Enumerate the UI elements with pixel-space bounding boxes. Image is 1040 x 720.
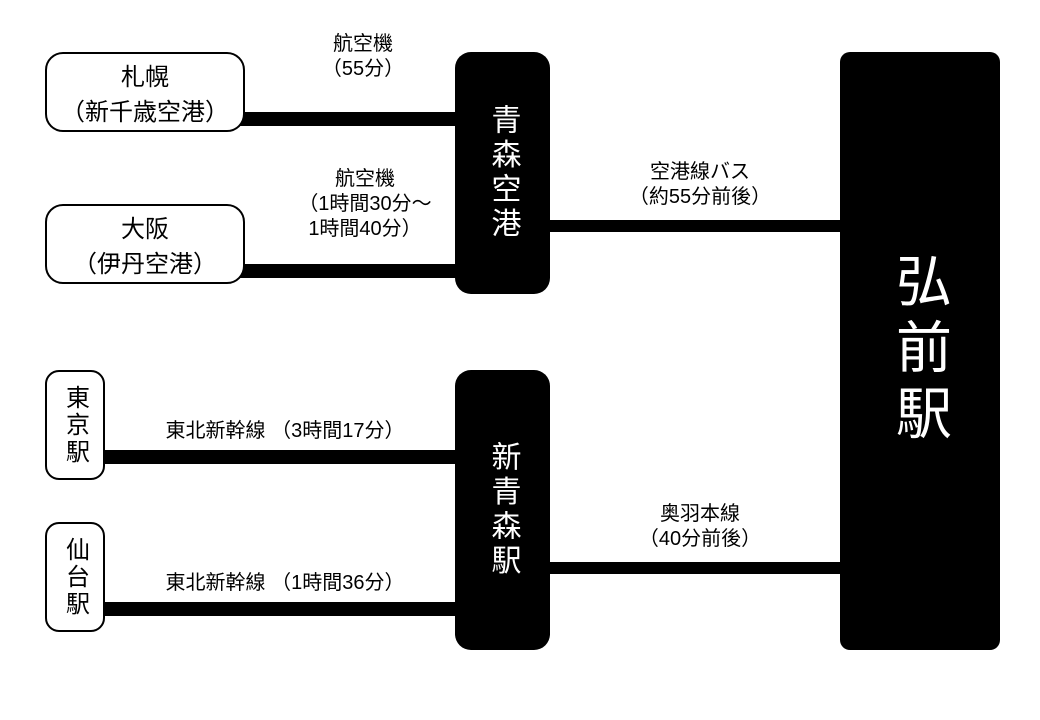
- node-sendai: 仙台駅: [45, 522, 105, 632]
- edge-label-airport-bus: 空港線バス （約55分前後）: [600, 160, 800, 210]
- node-aomori-airport: 青森空港: [455, 52, 550, 294]
- edge-label-tokyo: 東北新幹線 （3時間17分）: [115, 419, 455, 444]
- node-osaka-line1: 大阪: [73, 209, 217, 244]
- edge-label-sapporo: 航空機 （55分）: [283, 32, 443, 82]
- node-shin-aomori-label: 新青森駅: [481, 441, 525, 579]
- node-aomori-airport-label: 青森空港: [481, 104, 525, 242]
- node-sapporo: 札幌 （新千歳空港）: [45, 52, 245, 132]
- edge-sapporo-airport: [230, 112, 470, 126]
- node-hirosaki-label: 弘前駅: [880, 252, 961, 450]
- node-sapporo-line1: 札幌: [61, 57, 229, 92]
- edge-osaka-airport: [230, 264, 470, 278]
- edge-label-osaka: 航空機 （1時間30分〜 1時間40分）: [265, 167, 465, 242]
- node-tokyo-label: 東京駅: [58, 385, 93, 466]
- node-sapporo-line2: （新千歳空港）: [61, 92, 229, 127]
- route-diagram: 航空機 （55分） 航空機 （1時間30分〜 1時間40分） 東北新幹線 （3時…: [0, 0, 1040, 720]
- edge-airport-hirosaki: [535, 220, 855, 232]
- edge-tokyo-shinaomori: [95, 450, 470, 464]
- edge-shinaomori-hirosaki: [535, 562, 855, 574]
- node-osaka-line2: （伊丹空港）: [73, 244, 217, 279]
- edge-label-ouu-line: 奥羽本線 （40分前後）: [600, 502, 800, 552]
- edge-sendai-shinaomori: [95, 602, 470, 616]
- node-osaka: 大阪 （伊丹空港）: [45, 204, 245, 284]
- node-hirosaki: 弘前駅: [840, 52, 1000, 650]
- node-sendai-label: 仙台駅: [58, 537, 93, 618]
- node-shin-aomori: 新青森駅: [455, 370, 550, 650]
- node-tokyo: 東京駅: [45, 370, 105, 480]
- edge-label-sendai: 東北新幹線 （1時間36分）: [115, 571, 455, 596]
